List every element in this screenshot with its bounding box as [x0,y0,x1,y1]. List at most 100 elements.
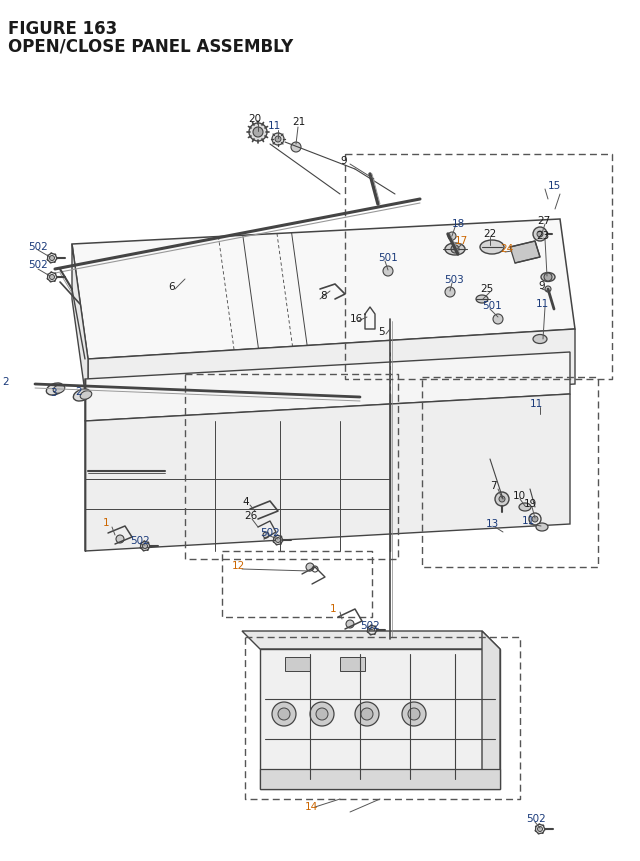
Text: FIGURE 163: FIGURE 163 [8,20,117,38]
Circle shape [445,288,455,298]
Ellipse shape [80,391,92,400]
Circle shape [499,497,505,503]
Text: 11: 11 [536,299,549,308]
Text: 23: 23 [536,231,549,241]
Text: 14: 14 [305,801,318,811]
Circle shape [448,232,456,241]
Text: 502: 502 [260,528,280,537]
Text: 1: 1 [330,604,337,613]
Text: 11: 11 [530,399,543,408]
Text: 501: 501 [482,300,502,311]
Circle shape [278,709,290,720]
Text: 4: 4 [242,497,248,506]
Text: 9: 9 [340,156,347,166]
Circle shape [49,257,54,261]
Polygon shape [85,353,570,422]
Text: 502: 502 [360,620,380,630]
Polygon shape [260,769,500,789]
Text: 3: 3 [50,387,56,398]
Circle shape [495,492,509,506]
Text: 9: 9 [538,281,545,291]
Circle shape [253,127,263,138]
Text: 25: 25 [480,283,493,294]
Text: 20: 20 [248,114,261,124]
Circle shape [451,245,459,254]
Text: 2: 2 [75,387,82,397]
Text: 10: 10 [513,491,526,500]
Polygon shape [88,330,575,414]
Polygon shape [242,631,500,649]
Text: 5: 5 [378,326,385,337]
Polygon shape [340,657,365,672]
Circle shape [275,538,280,543]
Text: 22: 22 [483,229,496,238]
Ellipse shape [536,523,548,531]
Text: 15: 15 [548,181,561,191]
Text: 18: 18 [452,219,465,229]
Circle shape [310,703,334,726]
Text: 2: 2 [2,376,8,387]
Circle shape [249,124,267,142]
Circle shape [408,709,420,720]
Circle shape [532,517,538,523]
Ellipse shape [445,244,465,256]
Text: 27: 27 [537,216,550,226]
Ellipse shape [46,383,63,395]
Polygon shape [72,245,88,414]
Ellipse shape [74,389,91,401]
Text: 26: 26 [244,511,257,520]
Text: 11: 11 [268,121,281,131]
Text: 17: 17 [455,236,468,245]
Text: 502: 502 [130,536,150,545]
Text: 6: 6 [168,282,175,292]
Circle shape [291,143,301,152]
Circle shape [533,228,547,242]
Ellipse shape [533,335,547,344]
Circle shape [306,563,314,572]
Circle shape [116,536,124,543]
Polygon shape [72,220,575,360]
Text: 16: 16 [350,313,364,324]
Circle shape [537,232,543,238]
Circle shape [355,703,379,726]
Circle shape [49,276,54,280]
Circle shape [545,287,551,293]
Text: 503: 503 [444,275,464,285]
Text: 502: 502 [28,260,48,269]
Circle shape [316,709,328,720]
Circle shape [361,709,373,720]
Circle shape [272,703,296,726]
Text: 501: 501 [378,253,397,263]
Text: 11: 11 [522,516,535,525]
Circle shape [346,620,354,629]
Text: OPEN/CLOSE PANEL ASSEMBLY: OPEN/CLOSE PANEL ASSEMBLY [8,37,293,55]
Ellipse shape [53,385,65,393]
Circle shape [493,314,503,325]
Text: 13: 13 [486,518,499,529]
Polygon shape [260,649,500,789]
Text: 19: 19 [524,499,537,508]
Text: 7: 7 [490,480,497,491]
Circle shape [402,703,426,726]
Ellipse shape [476,295,488,304]
Circle shape [538,827,543,832]
Circle shape [383,267,393,276]
Ellipse shape [541,273,555,282]
Ellipse shape [519,504,531,511]
Circle shape [275,137,281,143]
Polygon shape [285,657,310,672]
Polygon shape [85,394,570,551]
Circle shape [272,133,284,146]
Text: 12: 12 [232,561,245,570]
Text: 8: 8 [320,291,326,300]
Text: 502: 502 [28,242,48,251]
Ellipse shape [480,241,504,255]
Text: 502: 502 [526,813,546,823]
Text: 1: 1 [103,517,109,528]
Circle shape [263,532,269,538]
Circle shape [143,544,147,548]
Circle shape [369,628,374,633]
Text: 21: 21 [292,117,305,127]
Circle shape [544,274,552,282]
Text: 24: 24 [500,244,513,254]
